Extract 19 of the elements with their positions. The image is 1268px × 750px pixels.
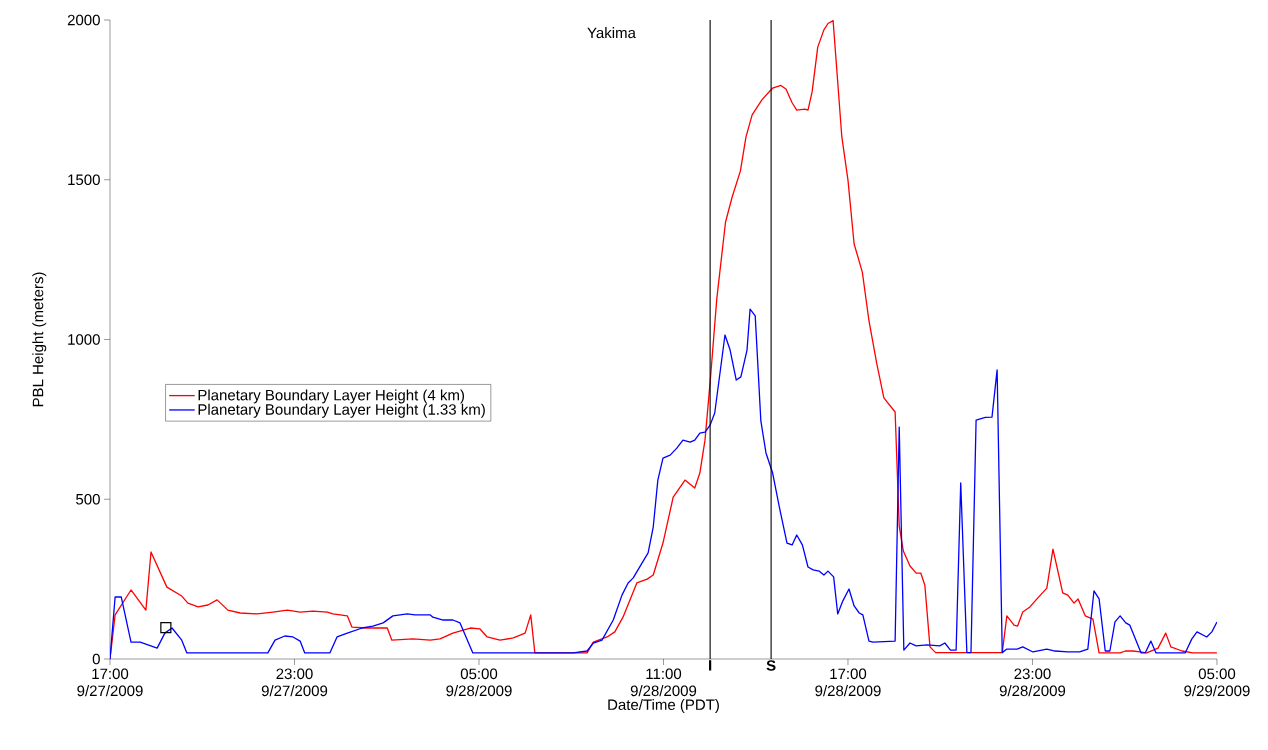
legend-label: Planetary Boundary Layer Height (4 km) [198,389,465,404]
y-tick-label: 1000 [68,334,100,345]
x-tick-label: 11:00 9/28/2009 [630,668,697,697]
y-tick-label: 0 [92,653,100,665]
ref-line-label: S [766,660,776,671]
x-tick-label: 05:00 9/29/2009 [1184,668,1250,697]
y-tick-label: 2000 [67,14,100,26]
x-axis-title: Date/Time (PDT) [608,698,719,713]
y-tick-label: 500 [76,493,100,505]
x-tick-label: 17:00 9/28/2009 [815,668,881,697]
ref-line-label: I [709,660,712,671]
x-tick-label: 23:00 9/28/2009 [999,668,1066,697]
y-axis-title: PBL Height (meters) [32,272,47,407]
y-tick-label: 1500 [68,174,100,186]
chart-title: Yakima [587,27,636,39]
x-tick-label: 17:00 9/27/2009 [77,668,143,697]
x-tick-label: 05:00 9/28/2009 [446,668,512,697]
x-tick-label: 23:00 9/27/2009 [261,668,328,697]
legend-label: Planetary Boundary Layer Height (1.33 km) [198,403,485,418]
